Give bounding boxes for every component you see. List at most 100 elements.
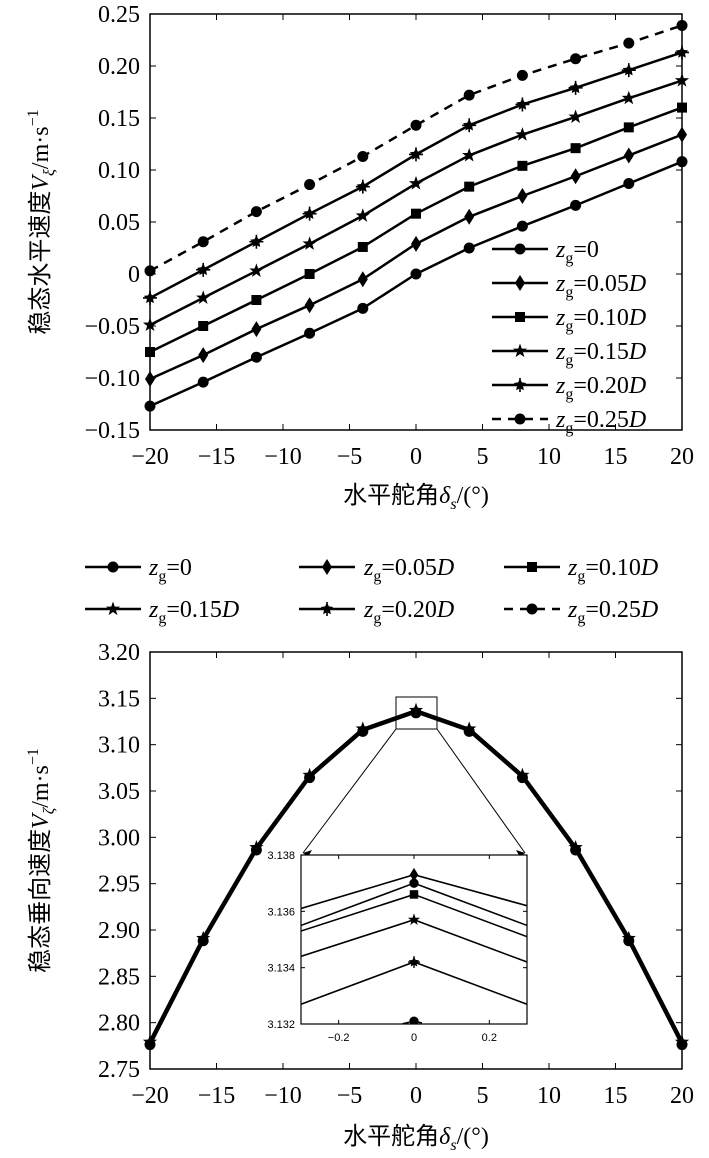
x-tick-label: 0 <box>410 1083 422 1109</box>
data-point <box>677 102 687 113</box>
data-point <box>623 147 634 164</box>
data-point <box>355 721 370 735</box>
data-point <box>408 702 424 717</box>
data-point <box>621 63 636 78</box>
inset-point <box>408 956 420 968</box>
data-point <box>674 73 690 87</box>
data-point <box>676 156 688 168</box>
data-point <box>250 206 262 218</box>
data-point <box>623 178 635 190</box>
y-tick-label: 3.00 <box>98 825 140 851</box>
x-tick-label: 15 <box>604 1083 628 1109</box>
legend-label: zg=0 <box>555 237 599 267</box>
y-tick-label: 2.95 <box>98 872 140 898</box>
data-point <box>570 53 582 65</box>
data-point <box>304 269 315 279</box>
data-point <box>143 290 157 305</box>
x-axis-title: 水平舵角δs/(°) <box>343 1122 489 1154</box>
legend-label: zg=0.20D <box>555 373 646 403</box>
x-tick-label: −15 <box>198 1083 236 1109</box>
data-point <box>677 126 687 143</box>
data-point <box>357 302 369 314</box>
data-point <box>198 347 209 364</box>
legend-vertical-velocity: zg=0 zg=0.05D zg=0.10D zg=0.15D zg=0.20D zg=0… <box>85 555 658 627</box>
legend-marker <box>515 275 525 291</box>
inset-chart: −0.2 0 0.2 3.132 3.134 3.136 3.138 <box>267 850 528 1044</box>
series-6 <box>144 19 688 277</box>
data-point <box>145 371 155 388</box>
x-tick-label: −10 <box>264 444 302 470</box>
inset-point <box>409 878 419 888</box>
x-tick-label: −15 <box>198 444 236 470</box>
data-point <box>197 236 209 248</box>
data-point <box>463 89 475 101</box>
data-point <box>250 351 262 363</box>
legend-label: zg=0.25D <box>567 597 658 627</box>
x-tick-label: −20 <box>131 1083 169 1109</box>
data-point <box>674 1034 690 1049</box>
data-point <box>408 176 424 190</box>
legend-label: zg=0 <box>148 555 192 585</box>
data-point <box>357 150 369 162</box>
series-line <box>149 51 683 300</box>
data-point <box>570 199 582 211</box>
plot-frame <box>149 13 683 431</box>
legend-marker <box>526 603 538 615</box>
data-point <box>304 179 316 191</box>
legend-label: zg=0.20D <box>363 597 454 627</box>
legend-marker <box>322 559 332 575</box>
x-tick-label: 20 <box>670 444 694 470</box>
data-point <box>411 235 421 252</box>
x-tick-label: 0 <box>410 444 422 470</box>
series-3 <box>145 102 687 357</box>
x-tick-label: 10 <box>537 1083 561 1109</box>
y-tick-label: 3.138 <box>267 850 295 862</box>
x-tick-label: −5 <box>337 1083 363 1109</box>
data-point <box>464 208 475 225</box>
inset-point <box>409 890 419 899</box>
data-point <box>568 839 583 854</box>
x-tick-label: −0.2 <box>328 1032 350 1044</box>
data-point <box>409 147 423 162</box>
legend-marker <box>514 243 526 255</box>
inset-point <box>409 867 419 882</box>
data-point <box>515 127 530 141</box>
series-line <box>149 24 683 272</box>
y-tick-label: 0.25 <box>98 2 140 28</box>
x-tick-label: 0 <box>411 1032 417 1044</box>
y-tick-label: 3.134 <box>267 963 295 975</box>
legend-marker <box>515 312 525 322</box>
data-point <box>302 236 317 250</box>
zoom-box <box>395 696 438 730</box>
y-tick-label: 2.75 <box>98 1057 140 1083</box>
legend-label: zg=0.05D <box>363 555 454 585</box>
y-tick-label: 3.15 <box>98 686 140 712</box>
data-point <box>464 181 475 192</box>
data-point <box>304 297 315 314</box>
legend-marker <box>527 562 537 572</box>
legend-label: zg=0.15D <box>555 339 646 369</box>
x-tick-label: −5 <box>337 444 363 470</box>
y-axis-title: 稳态垂向速度Vζ/m·s−1 <box>25 748 58 973</box>
y-tick-label: −0.05 <box>84 314 140 340</box>
x-tick-label: −20 <box>131 444 169 470</box>
y-tick-label: 0 <box>128 262 140 288</box>
y-tick-label: 2.90 <box>98 918 140 944</box>
data-point <box>463 242 475 254</box>
y-tick-label: −0.10 <box>84 366 140 392</box>
data-point <box>251 295 262 305</box>
data-point <box>462 721 477 735</box>
data-point <box>675 45 689 60</box>
series-4 <box>142 73 690 332</box>
x-tick-label: 5 <box>477 1083 489 1109</box>
legend-marker <box>107 561 119 573</box>
data-point <box>302 767 317 782</box>
x-tick-label: −10 <box>264 1083 302 1109</box>
y-tick-label: −0.15 <box>84 418 140 444</box>
data-point <box>355 179 370 194</box>
data-point <box>516 220 528 232</box>
zoom-connector-right <box>436 728 526 854</box>
x-tick-label: 0.2 <box>482 1032 497 1044</box>
series-2 <box>145 126 687 388</box>
